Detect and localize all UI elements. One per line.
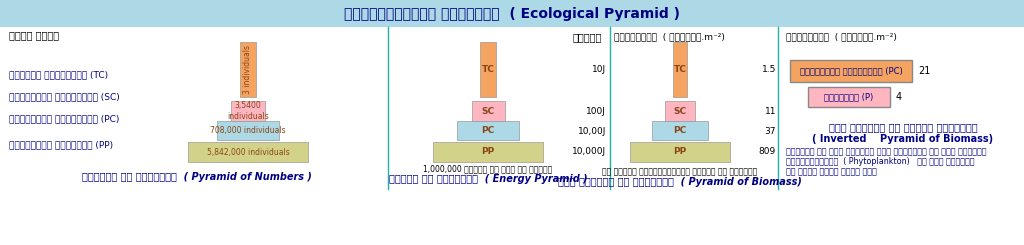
Bar	[471, 101, 505, 121]
Text: 37: 37	[765, 126, 776, 135]
Text: SC: SC	[481, 107, 495, 115]
Bar	[808, 87, 890, 107]
Text: द्वितीयक उपभोक्ता (SC): द्वितीयक उपभोक्ता (SC)	[9, 93, 120, 101]
Text: 10,00J: 10,00J	[578, 126, 606, 135]
Bar	[630, 142, 730, 162]
Bar	[217, 121, 280, 140]
Text: पारिस्थितिक पिरैमिड  ( Ecological Pyramid ): पारिस्थितिक पिरैमिड ( Ecological Pyramid…	[344, 7, 680, 21]
Text: 11: 11	[765, 107, 776, 115]
Text: 4: 4	[896, 92, 902, 102]
Text: 708,000 individuals: 708,000 individuals	[210, 126, 286, 135]
Text: प्राथमिक उपभोक्ता (PC): प्राथमिक उपभोक्ता (PC)	[800, 66, 902, 75]
Text: 1,000,000 सूर्य की भूप की ऊर्जा: 1,000,000 सूर्य की भूप की ऊर्जा	[423, 164, 553, 173]
Text: 1.5: 1.5	[762, 65, 776, 74]
Text: संख्या का पिरैमिड  ( Pyramid of Numbers ): संख्या का पिरैमिड ( Pyramid of Numbers )	[82, 172, 311, 182]
Text: 10,000J: 10,000J	[571, 147, 606, 157]
Text: TC: TC	[481, 65, 495, 74]
Text: 100J: 100J	[586, 107, 606, 115]
Text: शुष्कभार  ( किग्रा.m⁻²): शुष्कभार ( किग्रा.m⁻²)	[614, 33, 725, 41]
Text: TC: TC	[674, 65, 686, 74]
Bar	[665, 101, 695, 121]
Text: SC: SC	[674, 107, 686, 115]
Bar	[480, 42, 496, 97]
Text: शुष्कभार  ( किग्रा.m⁻²): शुष्कभार ( किग्रा.m⁻²)	[786, 33, 897, 41]
Bar	[790, 60, 912, 82]
Text: 3,5400
individuals: 3,5400 individuals	[227, 101, 269, 121]
Text: 21: 21	[918, 66, 931, 76]
Text: उदाहरण के लिए समुद्र में मछलियों की जैव मात्रा
पादपप्लवकों  ( Phytoplankton)   क: उदाहरण के लिए समुद्र में मछलियों की जैव …	[786, 147, 986, 177]
Text: जैव मात्रा का उल्टा पिरैमिड
( Inverted    Pyramid of Biomass): जैव मात्रा का उल्टा पिरैमिड ( Inverted P…	[812, 122, 993, 144]
Text: जैव मात्रा का पिरैमिड  ( Pyramid of Biomass): जैव मात्रा का पिरैमिड ( Pyramid of Bioma…	[558, 177, 802, 187]
Text: 809: 809	[759, 147, 776, 157]
Text: उत्पादक (P): उत्पादक (P)	[824, 93, 873, 101]
Bar	[433, 142, 543, 162]
Bar	[188, 142, 308, 162]
Bar	[652, 121, 708, 140]
Bar	[0, 0, 1024, 27]
Text: पोषण रीति: पोषण रीति	[9, 30, 59, 40]
Text: 5,842,000 individuals: 5,842,000 individuals	[207, 147, 290, 157]
Text: तृतीयक उपभोक्ता (TC): तृतीयक उपभोक्ता (TC)	[9, 71, 109, 79]
Text: PP: PP	[674, 147, 687, 157]
Text: ऊर्जा का पिरैमिड  ( Energy Pyramid ): ऊर्जा का पिरैमिड ( Energy Pyramid )	[389, 174, 588, 184]
Text: 3 individuals: 3 individuals	[244, 45, 253, 94]
Text: एक दलदली पारिस्थितिक तंत्र का उदाहरण: एक दलदली पारिस्थितिक तंत्र का उदाहरण	[602, 168, 758, 176]
Text: 10J: 10J	[592, 65, 606, 74]
Text: प्राथमिक उपभोक्ता (PC): प्राथमिक उपभोक्ता (PC)	[9, 114, 120, 123]
Text: ऊर्जा: ऊर्जा	[572, 32, 602, 42]
Bar	[673, 42, 687, 97]
Text: PC: PC	[481, 126, 495, 135]
Text: प्राथमिक उत्पादक (PP): प्राथमिक उत्पादक (PP)	[9, 140, 113, 149]
Bar	[231, 101, 265, 121]
Text: PP: PP	[481, 147, 495, 157]
Text: PC: PC	[674, 126, 687, 135]
Bar	[240, 42, 256, 97]
Bar	[457, 121, 519, 140]
